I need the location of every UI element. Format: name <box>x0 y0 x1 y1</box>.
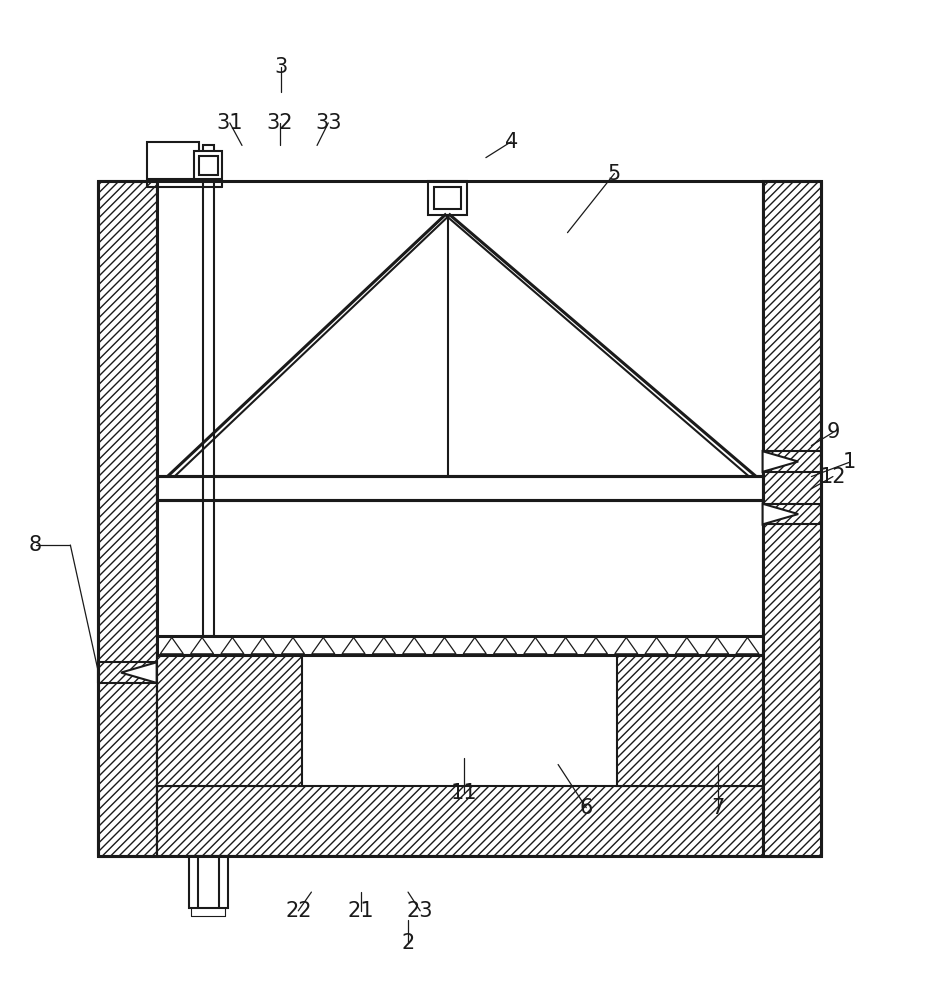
Bar <box>157 476 763 500</box>
Polygon shape <box>736 638 759 654</box>
Text: 2: 2 <box>401 933 415 953</box>
Text: 4: 4 <box>505 132 518 152</box>
Bar <box>147 142 199 179</box>
Text: 7: 7 <box>711 798 724 818</box>
Polygon shape <box>160 638 183 654</box>
Bar <box>434 187 461 209</box>
Bar <box>203 145 214 636</box>
Polygon shape <box>614 638 638 654</box>
Polygon shape <box>190 638 214 654</box>
Polygon shape <box>584 638 608 654</box>
Text: 33: 33 <box>315 113 341 133</box>
Text: 12: 12 <box>820 467 846 487</box>
Text: 5: 5 <box>608 164 621 184</box>
Polygon shape <box>675 638 699 654</box>
Bar <box>617 655 763 786</box>
Polygon shape <box>763 504 798 524</box>
Polygon shape <box>402 638 426 654</box>
Text: 8: 8 <box>29 535 42 555</box>
Polygon shape <box>554 638 577 654</box>
Text: 3: 3 <box>275 57 288 77</box>
Bar <box>199 156 218 175</box>
Bar <box>157 655 302 786</box>
Polygon shape <box>121 662 157 683</box>
Polygon shape <box>372 638 396 654</box>
Bar <box>98 181 157 856</box>
Polygon shape <box>763 451 798 472</box>
Text: 22: 22 <box>285 901 311 921</box>
Polygon shape <box>220 638 244 654</box>
Polygon shape <box>281 638 305 654</box>
Polygon shape <box>433 638 456 654</box>
Text: 9: 9 <box>826 422 840 442</box>
Text: 32: 32 <box>266 113 293 133</box>
Text: 6: 6 <box>580 798 593 818</box>
Bar <box>763 181 821 856</box>
Polygon shape <box>342 638 365 654</box>
Bar <box>194 151 222 179</box>
Polygon shape <box>523 638 547 654</box>
Text: 11: 11 <box>451 783 477 803</box>
Text: 1: 1 <box>842 452 855 472</box>
Polygon shape <box>463 638 486 654</box>
Bar <box>428 181 467 215</box>
Polygon shape <box>493 638 517 654</box>
Text: 23: 23 <box>407 901 433 921</box>
Polygon shape <box>251 638 274 654</box>
Bar <box>157 786 763 856</box>
Polygon shape <box>311 638 335 654</box>
Polygon shape <box>645 638 668 654</box>
Polygon shape <box>705 638 729 654</box>
Text: 31: 31 <box>217 113 243 133</box>
Bar <box>189 856 228 908</box>
Text: 21: 21 <box>348 901 374 921</box>
